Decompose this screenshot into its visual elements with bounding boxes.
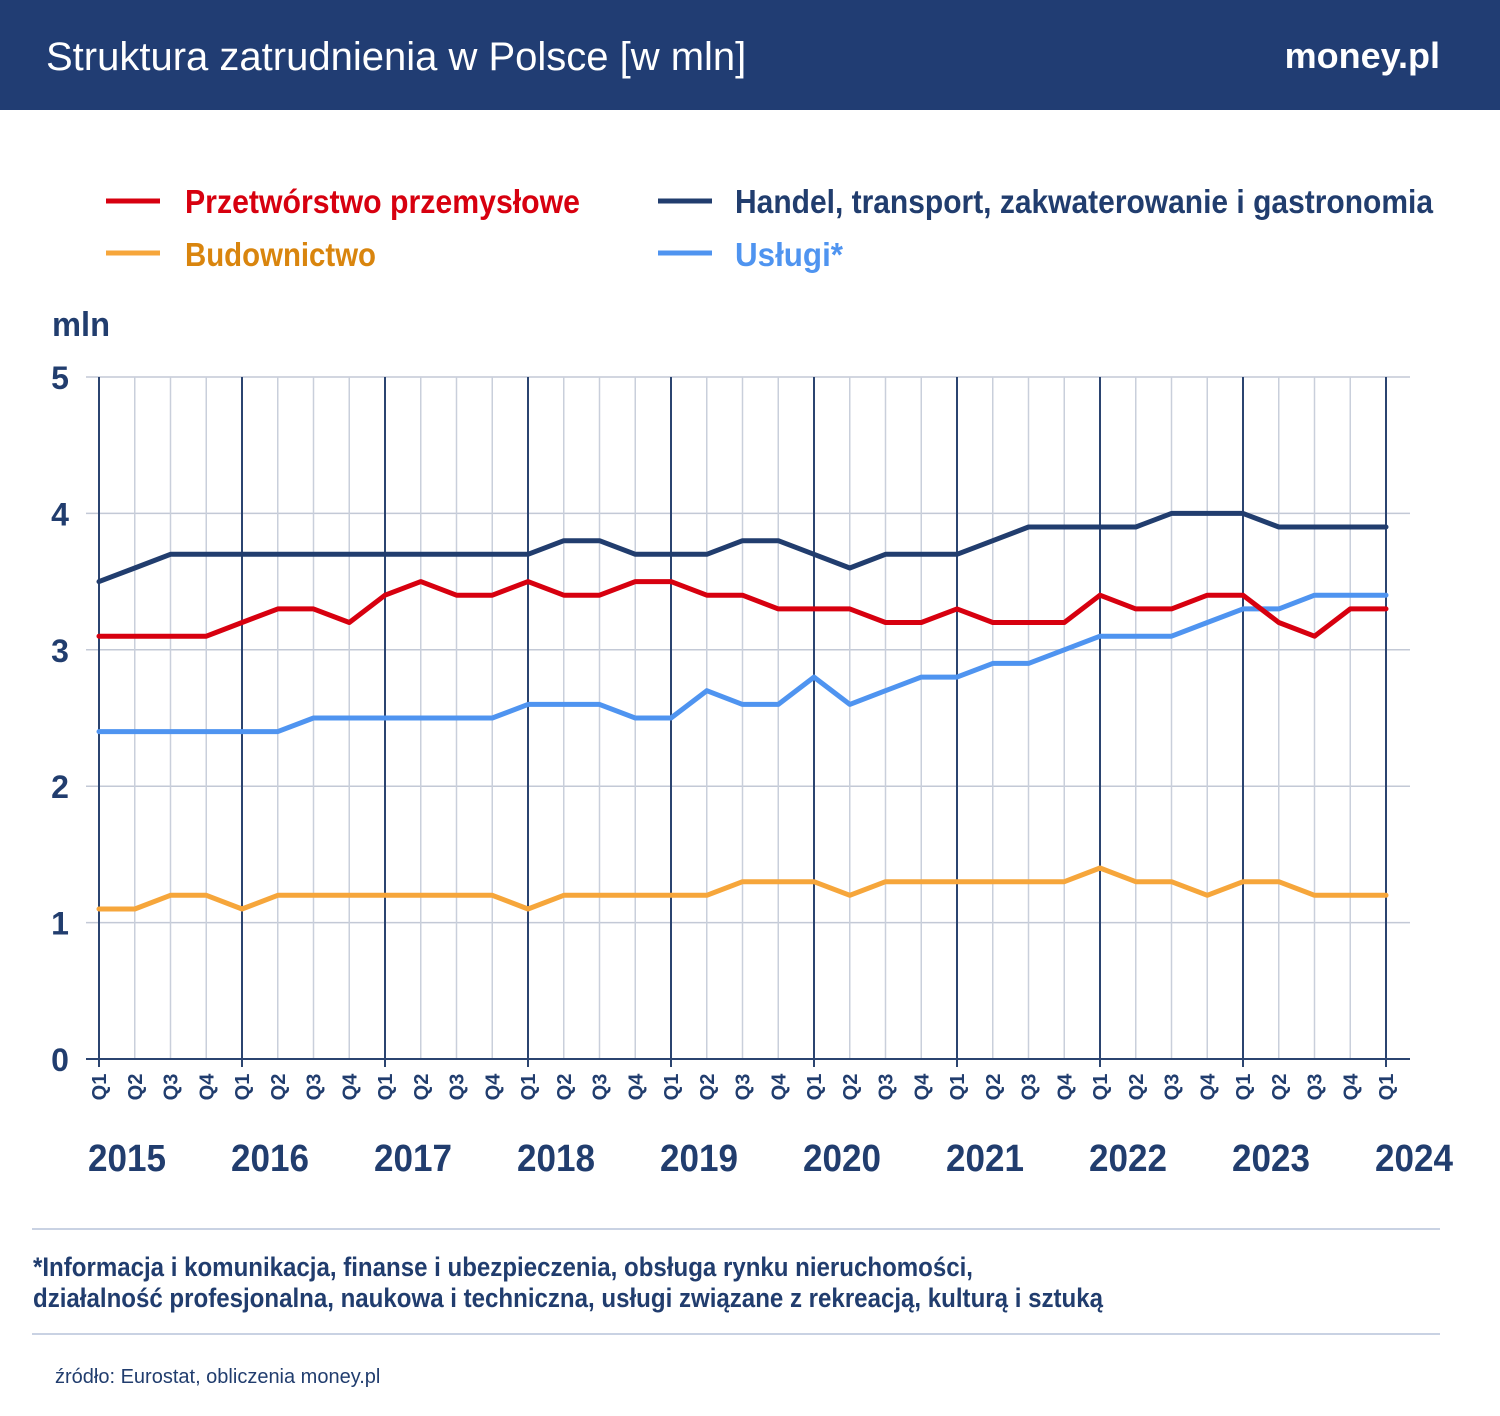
x-tick-label-quarter: Q1 [518, 1074, 540, 1101]
x-tick-label-quarter: Q1 [375, 1074, 397, 1101]
x-tick-label-quarter: Q2 [1269, 1074, 1291, 1101]
series-lines [96, 510, 1389, 912]
legend: Przetwórstwo przemysłowe Handel, transpo… [106, 183, 1434, 273]
x-tick-label-quarter: Q2 [268, 1074, 290, 1101]
x-tick-label-year: 2021 [946, 1138, 1024, 1180]
x-tick-label-quarter: Q1 [804, 1074, 826, 1101]
y-tick-label: 4 [51, 496, 69, 532]
x-tick-label-quarter: Q3 [1162, 1074, 1184, 1101]
x-tick-label-quarter: Q3 [733, 1074, 755, 1101]
source-note: źródło: Eurostat, obliczenia money.pl [55, 1366, 380, 1388]
legend-label-przetworstwo: Przetwórstwo przemysłowe [185, 183, 580, 220]
x-tick-label-quarter: Q3 [590, 1074, 612, 1101]
x-tick-label-quarter: Q2 [554, 1074, 576, 1101]
money-pl-logo: money.pl [1285, 35, 1440, 76]
x-tick-label-quarter: Q3 [304, 1074, 326, 1101]
x-tick-label-year: 2019 [660, 1138, 738, 1180]
x-tick-label-quarter: Q4 [911, 1073, 933, 1101]
y-tick-label: 1 [51, 906, 69, 942]
x-tick-label-quarter: Q4 [1340, 1073, 1362, 1101]
x-tick-label-quarter: Q4 [768, 1073, 790, 1101]
x-tick-label-quarter: Q4 [1197, 1073, 1219, 1101]
x-tick-label-year: 2015 [88, 1138, 166, 1180]
x-tick-label-quarter: Q4 [196, 1073, 218, 1101]
y-tick-label: 3 [51, 633, 69, 669]
x-tick-label-quarter: Q1 [232, 1074, 254, 1101]
grid [86, 376, 1410, 1067]
footnote-line-2: działalność profesjonalna, naukowa i tec… [33, 1283, 1104, 1313]
x-tick-label-quarter: Q3 [1019, 1074, 1041, 1101]
header-bar [0, 0, 1500, 110]
x-tick-label-quarter: Q3 [1305, 1074, 1327, 1101]
x-tick-label-quarter: Q2 [983, 1074, 1005, 1101]
x-tick-label-year: 2023 [1232, 1138, 1310, 1180]
x-tick-label-quarter: Q2 [1126, 1074, 1148, 1101]
y-tick-label: 5 [51, 360, 69, 396]
footnote-line-1: *Informacja i komunikacja, finanse i ube… [33, 1252, 973, 1282]
x-tick-label-year: 2016 [231, 1138, 309, 1180]
series-line-handel [96, 510, 1389, 585]
x-tick-label-quarter: Q4 [339, 1073, 361, 1101]
x-tick-label-quarter: Q4 [625, 1073, 647, 1101]
chart-title: Struktura zatrudnienia w Polsce [w mln] [46, 35, 746, 79]
x-tick-label-quarter: Q1 [89, 1074, 111, 1101]
x-tick-label-year: 2022 [1089, 1138, 1167, 1180]
x-tick-label-quarter: Q1 [947, 1074, 969, 1101]
x-tick-label-quarter: Q3 [447, 1074, 469, 1101]
x-tick-label-quarter: Q1 [1233, 1074, 1255, 1101]
x-tick-label-quarter: Q1 [1376, 1074, 1398, 1101]
legend-label-budownictwo: Budownictwo [185, 236, 376, 273]
legend-label-handel: Handel, transport, zakwaterowanie i gast… [735, 183, 1434, 220]
x-tick-label-quarter: Q2 [840, 1074, 862, 1101]
x-tick-label-year: 2017 [374, 1138, 452, 1180]
series-line-uslugi [96, 592, 1389, 735]
x-tick-label-year: 2018 [517, 1138, 595, 1180]
axes: 0 1 2 3 4 5 Q1 2015 Q2 Q3 Q4 Q1 2016 Q2 Q3 Q4 Q1 2017 Q2 Q3… [51, 360, 1453, 1180]
x-tick-label-quarter: Q4 [1054, 1073, 1076, 1101]
x-tick-label-quarter: Q2 [411, 1074, 433, 1101]
x-tick-label-quarter: Q3 [876, 1074, 898, 1101]
x-tick-label-quarter: Q3 [161, 1074, 183, 1101]
x-tick-label-quarter: Q2 [125, 1074, 147, 1101]
x-tick-label-quarter: Q1 [1090, 1074, 1112, 1101]
x-tick-label-quarter: Q4 [482, 1073, 504, 1101]
x-tick-label-year: 2024 [1375, 1138, 1453, 1180]
x-tick-label-year: 2020 [803, 1138, 881, 1180]
y-tick-label: 2 [51, 769, 69, 805]
x-tick-label-quarter: Q2 [697, 1074, 719, 1101]
series-line-przetworstwo [96, 579, 1389, 639]
y-axis-label: mln [52, 306, 110, 344]
x-tick-label-quarter: Q1 [661, 1074, 683, 1101]
y-tick-label: 0 [51, 1042, 69, 1078]
legend-label-uslugi: Usługi* [735, 236, 843, 273]
series-line-budownictwo [96, 865, 1389, 912]
